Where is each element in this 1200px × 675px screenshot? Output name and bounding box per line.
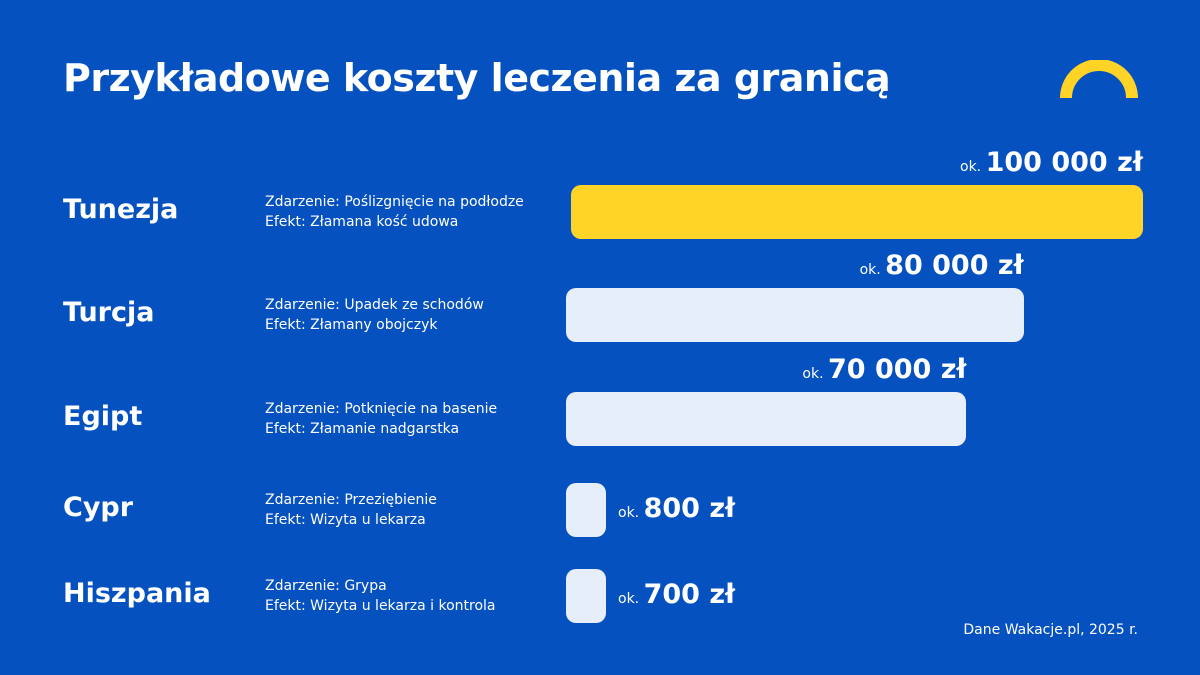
event-description: Zdarzenie: Upadek ze schodów Efekt: Złama… <box>265 295 484 335</box>
category-label: Hiszpania <box>63 578 211 609</box>
value-prefix: ok. <box>618 505 644 521</box>
value-label: ok. 80 000 zł <box>860 250 1024 281</box>
event-label: Zdarzenie: Grypa <box>265 578 387 594</box>
yellow-arc-icon <box>1060 60 1138 99</box>
chart-title: Przykładowe koszty leczenia za granicą <box>63 56 891 100</box>
bar <box>566 288 1024 342</box>
value-label: ok. 800 zł <box>618 493 735 524</box>
value-prefix: ok. <box>802 366 828 382</box>
value-amount: 80 000 zł <box>885 250 1024 281</box>
value-prefix: ok. <box>960 159 986 175</box>
value-label: ok. 700 zł <box>618 579 735 610</box>
category-label: Turcja <box>63 297 155 328</box>
event-description: Zdarzenie: Potknięcie na basenie Efekt: Z… <box>265 399 497 439</box>
event-label: Zdarzenie: Przeziębienie <box>265 492 437 508</box>
effect-label: Efekt: Wizyta u lekarza <box>265 512 426 528</box>
bar <box>566 569 606 623</box>
event-label: Zdarzenie: Upadek ze schodów <box>265 297 484 313</box>
event-label: Zdarzenie: Potknięcie na basenie <box>265 401 498 417</box>
value-label: ok. 100 000 zł <box>960 147 1143 178</box>
event-description: Zdarzenie: Grypa Efekt: Wizyta u lekarza … <box>265 576 496 616</box>
value-amount: 70 000 zł <box>827 354 967 385</box>
category-label: Egipt <box>63 401 143 432</box>
bar <box>566 392 967 446</box>
value-label: ok. 70 000 zł <box>802 354 966 385</box>
bar <box>566 483 606 537</box>
effect-label: Efekt: Złamany obojczyk <box>265 317 438 333</box>
effect-label: Efekt: Wizyta u lekarza i kontrola <box>265 598 496 614</box>
event-label: Zdarzenie: Poślizgnięcie na podłodze <box>265 194 524 210</box>
bar <box>571 185 1143 239</box>
event-description: Zdarzenie: Przeziębienie Efekt: Wizyta u … <box>265 490 437 530</box>
category-label: Tunezja <box>63 194 179 225</box>
effect-label: Efekt: Złamanie nadgarstka <box>265 421 460 437</box>
value-amount: 700 zł <box>643 579 736 610</box>
value-amount: 800 zł <box>643 493 736 524</box>
effect-label: Efekt: Złamana kość udowa <box>265 214 459 230</box>
value-prefix: ok. <box>859 262 886 278</box>
value-prefix: ok. <box>618 591 644 607</box>
source-note: Dane Wakacje.pl, 2025 r. <box>963 622 1138 638</box>
value-amount: 100 000 zł <box>985 147 1143 178</box>
event-description: Zdarzenie: Poślizgnięcie na podłodze Efek… <box>265 192 524 232</box>
category-label: Cypr <box>63 492 134 523</box>
